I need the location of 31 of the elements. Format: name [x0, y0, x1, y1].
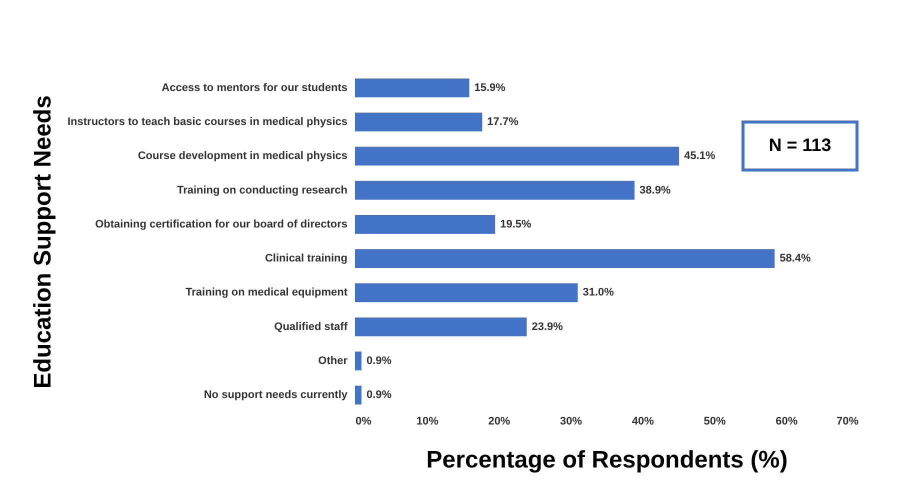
data-label: 23.9%	[532, 320, 564, 333]
data-label: 58.4%	[780, 252, 812, 265]
x-tick-label: 0%	[356, 416, 372, 428]
y-tick-label: Course development in medical physics	[138, 150, 348, 162]
annotation: N = 113	[768, 135, 832, 155]
data-label: 19.5%	[500, 218, 532, 230]
x-tick-label: 70%	[836, 416, 859, 428]
y-tick-label: Clinical training	[264, 252, 348, 265]
x-tick-label: 10%	[416, 416, 439, 428]
x-axis-title: Percentage of Respondents (%)	[426, 446, 788, 474]
y-axis-title: Education Support Needs	[30, 95, 56, 389]
x-tick-label: 20%	[488, 416, 510, 428]
y-tick-label: Training on medical equipment	[186, 286, 348, 299]
x-tick-label: 40%	[632, 416, 654, 428]
data-label: 45.1%	[684, 150, 716, 162]
y-tick-label: Training on conducting research	[176, 184, 348, 196]
y-tick-label: No support needs currently	[204, 389, 348, 402]
y-tick-label: Access to mentors for our students	[162, 82, 348, 94]
data-label: 38.9%	[640, 184, 671, 196]
y-tick-label: Instructors to teach basic courses in medical physics	[68, 116, 348, 128]
x-tick-label: 30%	[560, 416, 582, 428]
y-tick-label: Qualified staff	[274, 320, 348, 333]
x-tick-label: 60%	[776, 416, 798, 428]
x-tick-label: 50%	[704, 416, 726, 428]
data-label: 17.7%	[487, 116, 519, 128]
y-tick-label: Other	[318, 354, 348, 367]
data-label: 0.9%	[366, 389, 392, 402]
y-tick-label: Obtaining certification for our board of directors	[95, 218, 348, 230]
data-label: 15.9%	[474, 82, 506, 94]
data-label: 0.9%	[366, 354, 392, 367]
data-label: 31.0%	[582, 286, 614, 299]
